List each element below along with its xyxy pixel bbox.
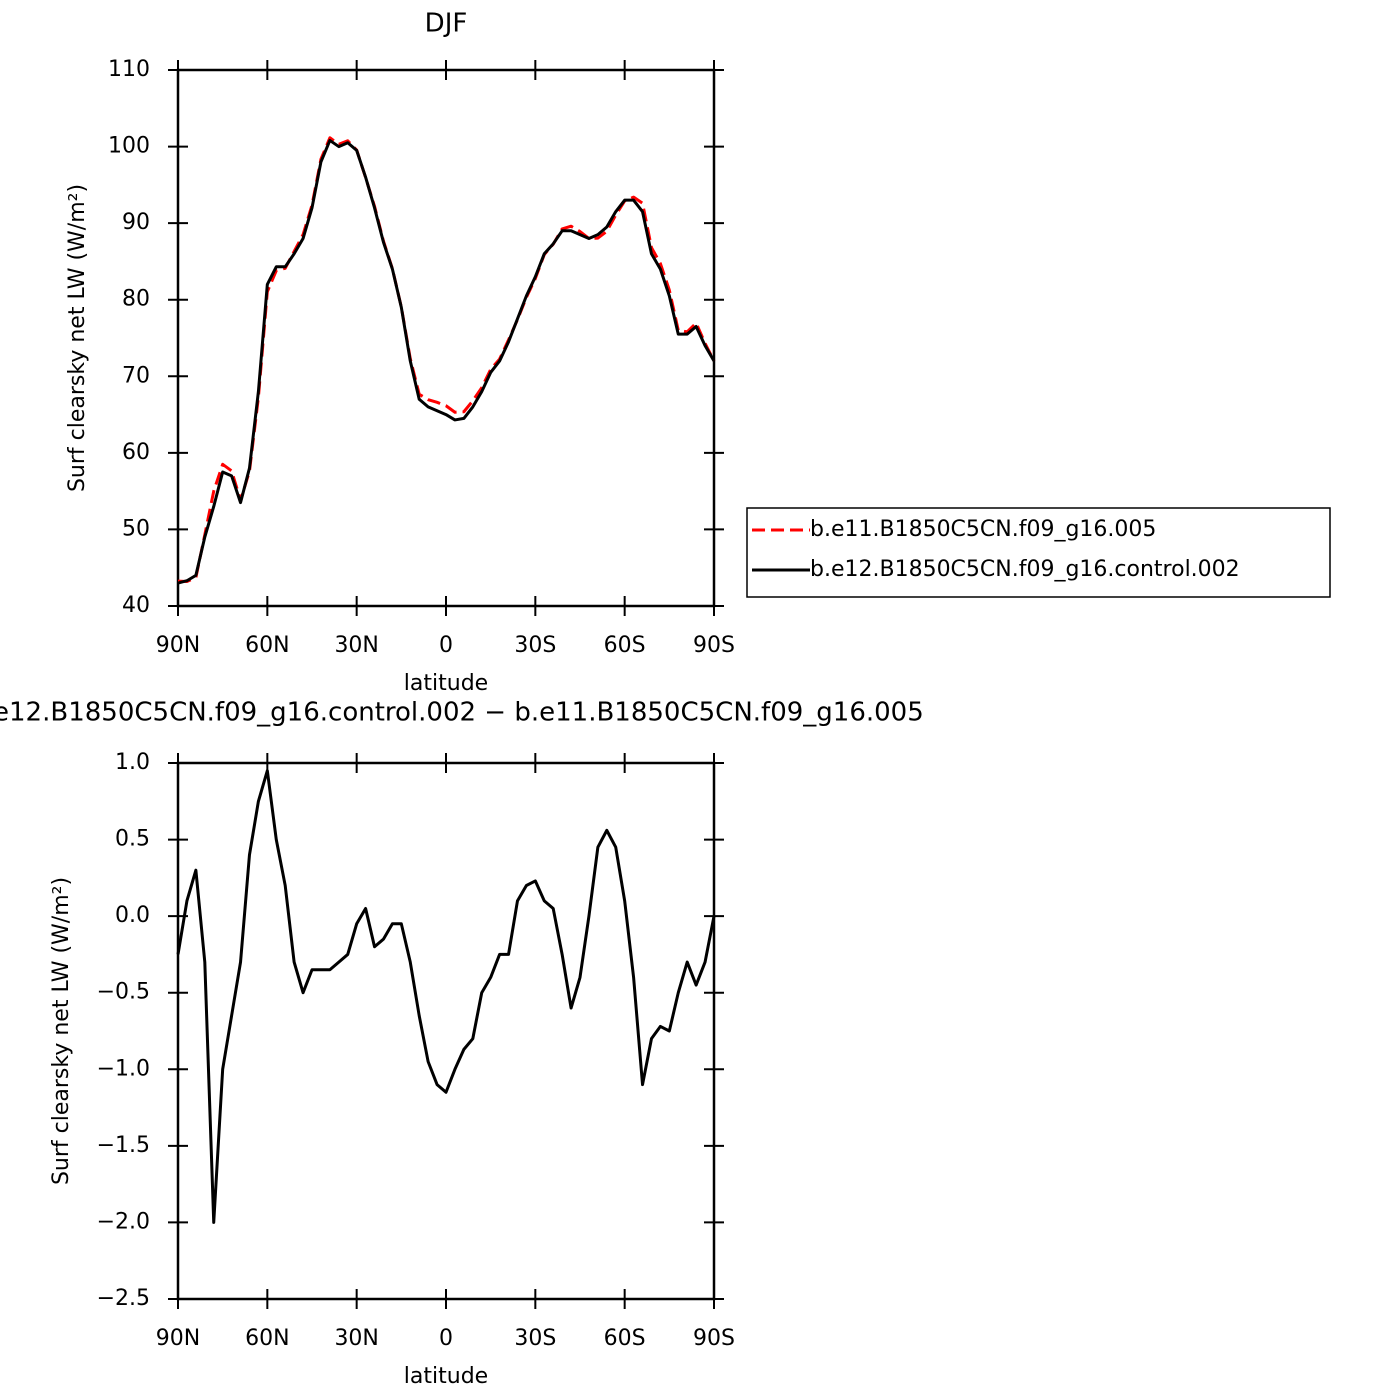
- y-tick-label: 40: [122, 593, 150, 618]
- y-tick-label: 0.5: [115, 827, 150, 852]
- x-tick-label: 90N: [156, 1326, 200, 1351]
- x-axis-label: latitude: [404, 1364, 488, 1389]
- data-line: [177, 136, 716, 583]
- legend-box: [746, 507, 1331, 598]
- y-tick-label: 0.0: [115, 903, 150, 928]
- y-tick-label: 70: [122, 363, 150, 388]
- x-tick-label: 60N: [245, 1326, 289, 1351]
- legend-label: b.e11.B1850C5CN.f09_g16.005: [810, 517, 1156, 542]
- x-tick-label: 30N: [334, 1326, 378, 1351]
- chart-title: b.e12.B1850C5CN.f09_g16.control.002 − b.…: [0, 698, 924, 728]
- x-tick-label: 90S: [693, 633, 735, 658]
- x-tick-label: 0: [439, 633, 453, 658]
- x-axis-label: latitude: [404, 671, 488, 696]
- panel: b.e12.B1850C5CN.f09_g16.control.002 − b.…: [0, 698, 924, 1390]
- x-tick-label: 60S: [604, 1326, 646, 1351]
- x-tick-label: 0: [439, 1326, 453, 1351]
- x-tick-label: 30N: [334, 633, 378, 658]
- panel: DJF 40 50 60 70 80 90 100 110 90N 60N 30N 0 30S 60S 90S…: [65, 9, 735, 697]
- y-tick-label: 50: [122, 516, 150, 541]
- x-tick-label: 30S: [514, 633, 556, 658]
- y-tick-label: −1.5: [97, 1133, 150, 1158]
- y-tick-label: −1.0: [97, 1056, 150, 1081]
- x-tick-label: 30S: [514, 1326, 556, 1351]
- y-axis-label: Surf clearsky net LW (W/m²): [49, 877, 74, 1185]
- y-axis-label: Surf clearsky net LW (W/m²): [65, 184, 90, 492]
- y-tick-label: 80: [122, 287, 150, 312]
- y-tick-label: 60: [122, 440, 150, 465]
- x-tick-label: 60N: [245, 633, 289, 658]
- x-tick-label: 90S: [693, 1326, 735, 1351]
- y-tick-label: −2.0: [97, 1209, 150, 1234]
- legend: b.e11.B1850C5CN.f09_g16.005 b.e12.B1850C5…: [746, 507, 1331, 598]
- y-tick-label: 1.0: [115, 750, 150, 775]
- legend-label: b.e12.B1850C5CN.f09_g16.control.002: [810, 557, 1240, 582]
- data-line: [177, 138, 716, 585]
- data-line: [176, 769, 716, 1224]
- y-tick-label: −0.5: [97, 980, 150, 1005]
- chart-title: DJF: [425, 9, 468, 39]
- y-tick-label: 110: [108, 57, 150, 82]
- plot-frame: [176, 68, 716, 608]
- x-tick-label: 90N: [156, 633, 200, 658]
- x-tick-label: 60S: [604, 633, 646, 658]
- y-tick-label: −2.5: [97, 1286, 150, 1311]
- y-tick-label: 90: [122, 210, 150, 235]
- y-tick-label: 100: [108, 134, 150, 159]
- plot-frame: [176, 761, 716, 1301]
